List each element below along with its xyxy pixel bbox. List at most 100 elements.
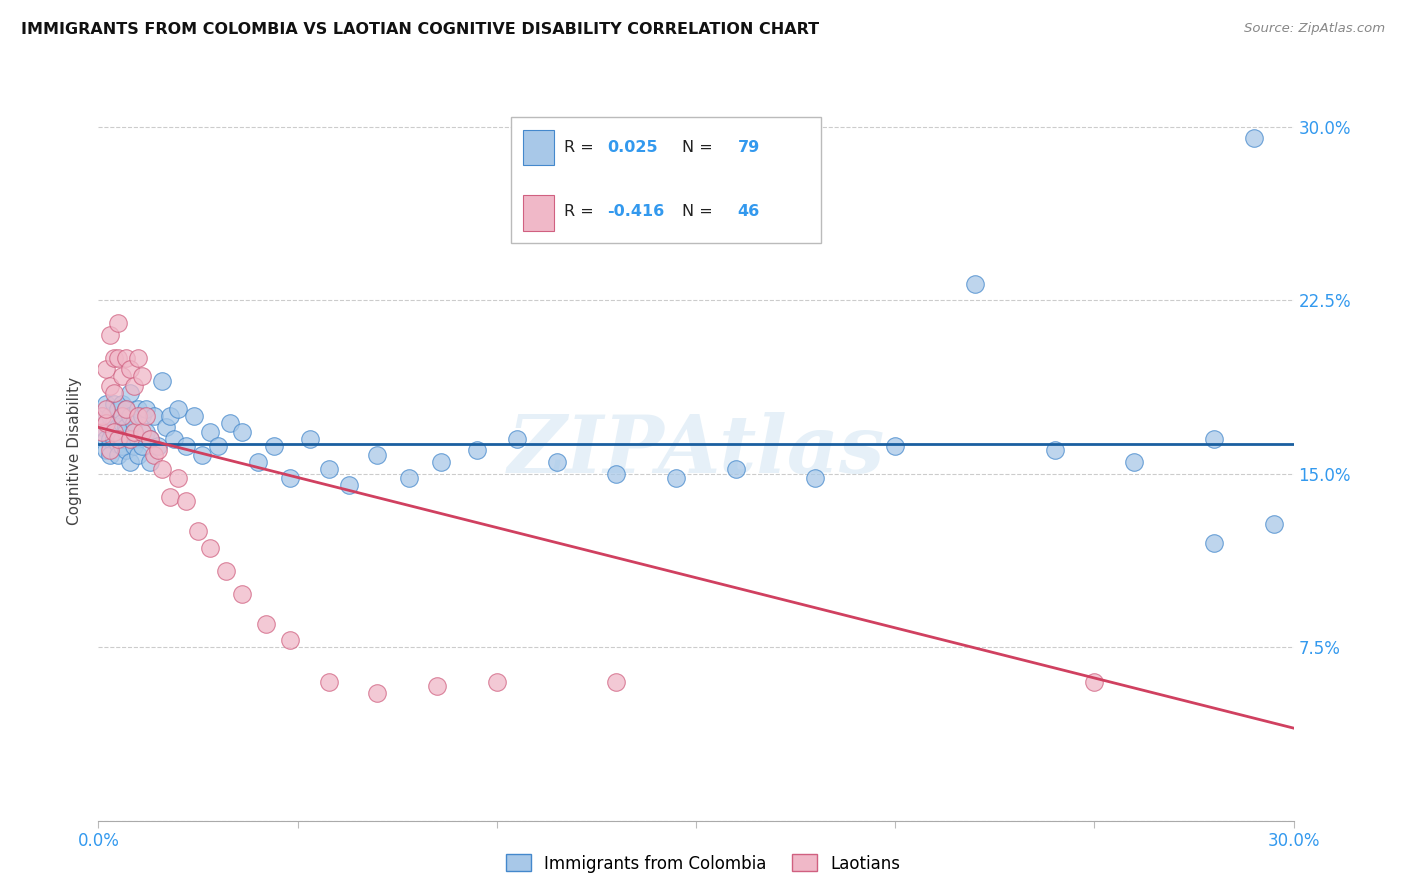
Point: [111, 439, 134, 453]
Point: [111, 369, 134, 384]
Point: [546, 455, 568, 469]
Point: [665, 471, 688, 485]
Point: [150, 374, 173, 388]
Point: [485, 674, 508, 689]
Point: [339, 478, 361, 492]
Point: [143, 409, 166, 423]
Point: [103, 425, 125, 439]
Point: [120, 385, 142, 400]
Point: [884, 439, 907, 453]
Point: [804, 471, 827, 485]
Point: [1202, 432, 1225, 446]
Text: IMMIGRANTS FROM COLOMBIA VS LAOTIAN COGNITIVE DISABILITY CORRELATION CHART: IMMIGRANTS FROM COLOMBIA VS LAOTIAN COGN…: [21, 22, 820, 37]
Point: [155, 420, 177, 434]
Point: [103, 351, 125, 365]
Point: [91, 425, 114, 439]
Point: [506, 432, 529, 446]
Point: [107, 420, 129, 434]
Point: [605, 467, 627, 481]
Point: [124, 378, 146, 392]
Point: [124, 416, 146, 430]
Point: [135, 401, 157, 416]
Point: [231, 425, 253, 439]
Point: [120, 432, 142, 446]
Point: [107, 316, 129, 330]
Point: [139, 455, 162, 469]
Point: [207, 439, 229, 453]
Point: [96, 397, 118, 411]
Point: [139, 432, 162, 446]
Point: [167, 401, 190, 416]
Point: [1083, 674, 1105, 689]
Point: [298, 432, 321, 446]
Point: [98, 378, 122, 392]
Point: [131, 369, 153, 384]
Point: [366, 448, 388, 462]
Point: [366, 686, 388, 700]
Point: [131, 439, 153, 453]
Point: [215, 564, 238, 578]
Point: [198, 425, 221, 439]
Point: [98, 420, 122, 434]
Point: [111, 416, 134, 430]
Point: [318, 674, 340, 689]
Point: [163, 432, 186, 446]
Point: [96, 416, 118, 430]
Point: [254, 617, 277, 632]
Text: ZIPAtlas: ZIPAtlas: [508, 412, 884, 489]
Point: [120, 362, 142, 376]
Point: [231, 587, 253, 601]
Point: [98, 327, 122, 342]
Point: [115, 420, 138, 434]
Point: [115, 351, 138, 365]
Point: [124, 425, 146, 439]
Y-axis label: Cognitive Disability: Cognitive Disability: [67, 376, 83, 524]
Point: [148, 443, 170, 458]
Point: [111, 432, 134, 446]
Point: [115, 443, 138, 458]
Point: [1123, 455, 1146, 469]
Point: [174, 494, 197, 508]
Point: [263, 439, 285, 453]
Point: [426, 680, 449, 694]
Point: [167, 471, 190, 485]
Point: [91, 420, 114, 434]
Point: [91, 409, 114, 423]
Point: [159, 409, 181, 423]
Point: [278, 471, 301, 485]
Point: [115, 401, 138, 416]
Legend: Immigrants from Colombia, Laotians: Immigrants from Colombia, Laotians: [499, 847, 907, 880]
Point: [135, 425, 157, 439]
Point: [124, 425, 146, 439]
Point: [430, 455, 453, 469]
Point: [124, 439, 146, 453]
Point: [96, 362, 118, 376]
Point: [103, 385, 125, 400]
Point: [127, 351, 149, 365]
Point: [107, 436, 129, 450]
Point: [159, 490, 181, 504]
Point: [111, 397, 134, 411]
Point: [605, 674, 627, 689]
Point: [465, 443, 488, 458]
Point: [127, 448, 149, 462]
Point: [183, 409, 205, 423]
Point: [107, 432, 129, 446]
Point: [98, 409, 122, 423]
Point: [127, 432, 149, 446]
Point: [127, 409, 149, 423]
Point: [91, 409, 114, 423]
Point: [115, 401, 138, 416]
Point: [724, 462, 747, 476]
Point: [398, 471, 420, 485]
Point: [318, 462, 340, 476]
Point: [148, 439, 170, 453]
Point: [278, 633, 301, 648]
Point: [103, 397, 125, 411]
Point: [1043, 443, 1066, 458]
Point: [115, 425, 138, 439]
Point: [131, 425, 153, 439]
Point: [111, 409, 134, 423]
Point: [96, 432, 118, 446]
Point: [107, 351, 129, 365]
